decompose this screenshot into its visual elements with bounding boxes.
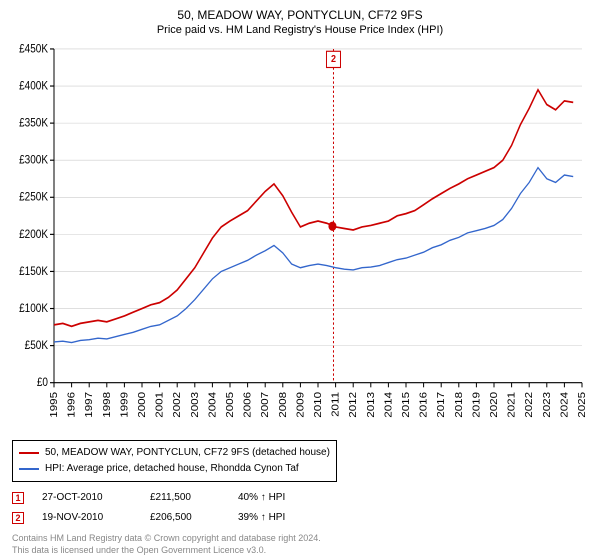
- svg-text:£200K: £200K: [19, 228, 49, 241]
- svg-text:£250K: £250K: [19, 191, 49, 204]
- svg-text:2020: 2020: [489, 392, 500, 418]
- sale-marker: 2: [12, 512, 24, 524]
- license-line: This data is licensed under the Open Gov…: [12, 544, 588, 556]
- legend-label: HPI: Average price, detached house, Rhon…: [45, 461, 299, 477]
- svg-text:2002: 2002: [172, 392, 183, 418]
- sales-table: 1 27-OCT-2010 £211,500 40% ↑ HPI 2 19-NOV-201…: [12, 488, 588, 528]
- svg-text:£350K: £350K: [19, 117, 49, 130]
- sale-row: 1 27-OCT-2010 £211,500 40% ↑ HPI: [12, 488, 588, 508]
- svg-text:1995: 1995: [49, 392, 60, 418]
- sale-delta: 39% ↑ HPI: [238, 508, 318, 528]
- svg-text:2003: 2003: [189, 392, 200, 418]
- svg-text:2014: 2014: [383, 392, 394, 418]
- svg-text:1997: 1997: [84, 392, 95, 418]
- svg-text:2025: 2025: [577, 392, 588, 418]
- svg-text:2016: 2016: [418, 392, 429, 418]
- svg-text:2007: 2007: [260, 392, 271, 418]
- legend-swatch: [19, 468, 39, 470]
- svg-text:2023: 2023: [541, 392, 552, 418]
- svg-text:2005: 2005: [225, 392, 236, 418]
- svg-text:2010: 2010: [313, 392, 324, 418]
- svg-text:1999: 1999: [119, 392, 130, 418]
- svg-text:2015: 2015: [401, 392, 412, 418]
- legend-label: 50, MEADOW WAY, PONTYCLUN, CF72 9FS (det…: [45, 445, 330, 461]
- svg-text:2024: 2024: [559, 392, 570, 418]
- line-chart: £0 £50K £100K £150K £200K £250K £300K £350K £400…: [12, 42, 588, 436]
- svg-text:2004: 2004: [207, 392, 218, 418]
- svg-text:2000: 2000: [137, 392, 148, 418]
- legend: 50, MEADOW WAY, PONTYCLUN, CF72 9FS (det…: [12, 440, 337, 482]
- svg-text:2019: 2019: [471, 392, 482, 418]
- svg-text:£450K: £450K: [19, 43, 49, 56]
- chart-title: 50, MEADOW WAY, PONTYCLUN, CF72 9FS: [12, 8, 588, 22]
- sale-date: 27-OCT-2010: [42, 488, 132, 508]
- svg-text:£300K: £300K: [19, 154, 49, 167]
- svg-text:2013: 2013: [365, 392, 376, 418]
- legend-item: 50, MEADOW WAY, PONTYCLUN, CF72 9FS (det…: [19, 445, 330, 461]
- sale-delta: 40% ↑ HPI: [238, 488, 318, 508]
- svg-text:2021: 2021: [506, 392, 517, 418]
- svg-text:£100K: £100K: [19, 302, 49, 315]
- sale-row: 2 19-NOV-2010 £206,500 39% ↑ HPI: [12, 508, 588, 528]
- svg-text:2: 2: [331, 53, 337, 65]
- license-text: Contains HM Land Registry data © Crown c…: [12, 532, 588, 556]
- sale-date: 19-NOV-2010: [42, 508, 132, 528]
- svg-text:2011: 2011: [330, 392, 341, 417]
- svg-text:£0: £0: [37, 377, 48, 390]
- legend-swatch: [19, 452, 39, 454]
- svg-text:2006: 2006: [242, 392, 253, 418]
- sale-price: £211,500: [150, 488, 220, 508]
- svg-text:1998: 1998: [101, 392, 112, 418]
- svg-text:2022: 2022: [524, 392, 535, 418]
- svg-text:1996: 1996: [66, 392, 77, 418]
- chart-subtitle: Price paid vs. HM Land Registry's House …: [12, 24, 588, 36]
- svg-text:£400K: £400K: [19, 80, 49, 93]
- sale-price: £206,500: [150, 508, 220, 528]
- svg-text:2001: 2001: [154, 392, 165, 418]
- svg-text:2017: 2017: [436, 392, 447, 418]
- chart-container: 50, MEADOW WAY, PONTYCLUN, CF72 9FS Pric…: [0, 0, 600, 560]
- svg-text:£50K: £50K: [25, 339, 49, 352]
- svg-text:2018: 2018: [453, 392, 464, 418]
- svg-text:2012: 2012: [348, 392, 359, 418]
- svg-text:£150K: £150K: [19, 265, 49, 278]
- license-line: Contains HM Land Registry data © Crown c…: [12, 532, 588, 544]
- sale-marker: 1: [12, 492, 24, 504]
- svg-text:2009: 2009: [295, 392, 306, 418]
- legend-item: HPI: Average price, detached house, Rhon…: [19, 461, 330, 477]
- chart-area: £0 £50K £100K £150K £200K £250K £300K £350K £400…: [12, 42, 588, 436]
- svg-text:2008: 2008: [277, 392, 288, 418]
